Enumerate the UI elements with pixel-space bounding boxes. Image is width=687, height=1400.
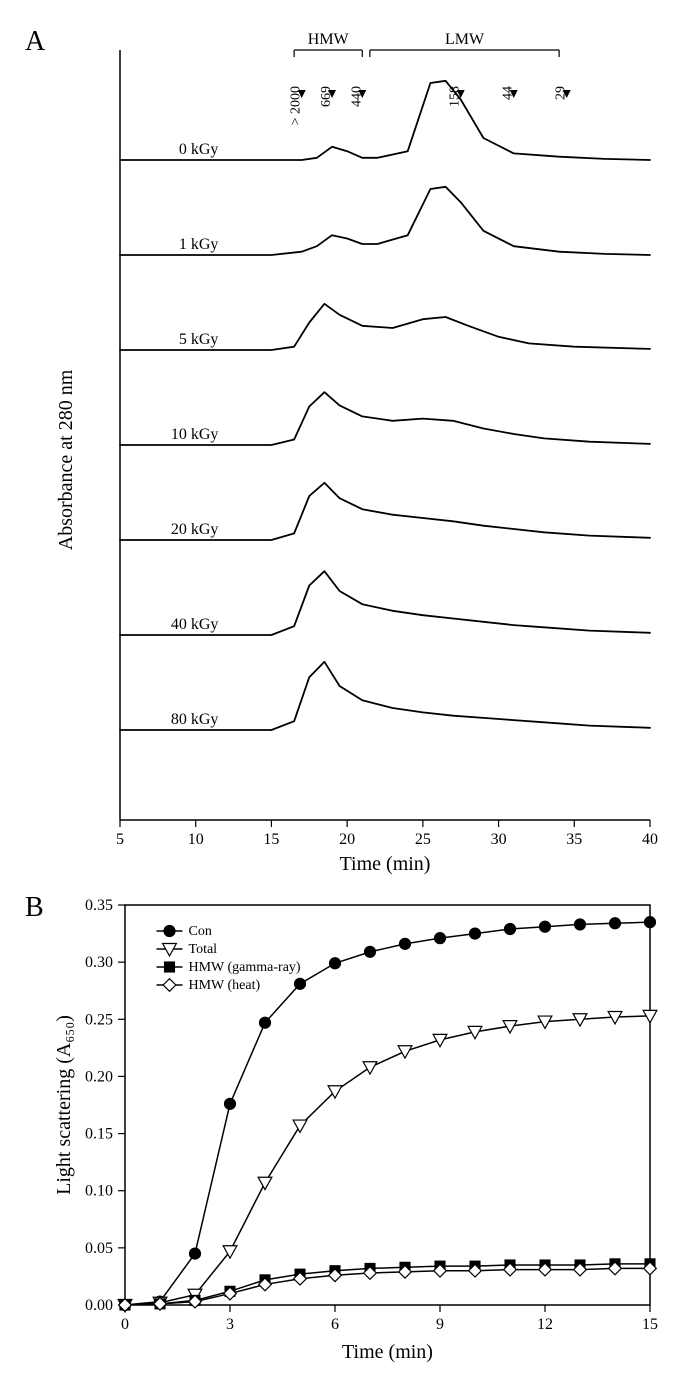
svg-text:9: 9 bbox=[436, 1316, 444, 1333]
svg-text:1 kGy: 1 kGy bbox=[179, 236, 219, 253]
panel-a-label: A bbox=[25, 26, 45, 58]
svg-text:0.35: 0.35 bbox=[85, 897, 113, 914]
svg-text:0: 0 bbox=[121, 1316, 129, 1333]
svg-text:30: 30 bbox=[491, 831, 507, 848]
svg-text:HMW (gamma-ray): HMW (gamma-ray) bbox=[189, 960, 301, 975]
panel-a: A 5 10 15 20 25 30 35 40 Time (min) Absorbance at… bbox=[20, 20, 667, 890]
svg-text:0 kGy: 0 kGy bbox=[179, 141, 219, 158]
svg-text:15: 15 bbox=[263, 831, 279, 848]
svg-text:LMW: LMW bbox=[445, 31, 485, 48]
svg-text:25: 25 bbox=[415, 831, 431, 848]
svg-text:35: 35 bbox=[566, 831, 582, 848]
svg-text:15: 15 bbox=[642, 1316, 658, 1333]
svg-text:HMW: HMW bbox=[308, 31, 350, 48]
svg-text:5: 5 bbox=[116, 831, 124, 848]
svg-text:669: 669 bbox=[319, 86, 334, 107]
svg-text:5 kGy: 5 kGy bbox=[179, 331, 219, 348]
panel-a-chart: 5 10 15 20 25 30 35 40 Time (min) Absorbance at 2… bbox=[50, 20, 670, 880]
svg-text:Total: Total bbox=[189, 942, 218, 957]
svg-text:12: 12 bbox=[537, 1316, 553, 1333]
svg-text:0.15: 0.15 bbox=[85, 1126, 113, 1143]
svg-text:440: 440 bbox=[349, 86, 364, 107]
svg-text:0.10: 0.10 bbox=[85, 1183, 113, 1200]
svg-text:44: 44 bbox=[501, 86, 516, 100]
panel-b-chart: 0 3 6 9 12 15 Time (min) 0.00 0.05 0.10 0.15 0.20 0.… bbox=[50, 890, 670, 1370]
svg-text:6: 6 bbox=[331, 1316, 339, 1333]
svg-text:10: 10 bbox=[188, 831, 204, 848]
svg-text:0.25: 0.25 bbox=[85, 1011, 113, 1028]
svg-text:0.20: 0.20 bbox=[85, 1068, 113, 1085]
svg-text:0.00: 0.00 bbox=[85, 1297, 113, 1314]
svg-text:Time (min): Time (min) bbox=[340, 853, 431, 875]
svg-text:20 kGy: 20 kGy bbox=[171, 521, 219, 538]
svg-text:Light scattering (A₆₅₀): Light scattering (A₆₅₀) bbox=[53, 1015, 75, 1195]
figure-container: A 510152025303540Time (min)Absorbance at… bbox=[20, 20, 667, 1380]
svg-text:29: 29 bbox=[554, 86, 569, 100]
svg-text:40 kGy: 40 kGy bbox=[171, 616, 219, 633]
svg-text:Time (min): Time (min) bbox=[342, 1341, 433, 1363]
panel-b-label: B bbox=[25, 892, 44, 924]
svg-text:0.30: 0.30 bbox=[85, 954, 113, 971]
svg-text:> 2000: > 2000 bbox=[289, 86, 304, 125]
panel-b: B 0 3 6 9 12 15 Time (min) 0.00 0.05 0.10 0.15 0.20… bbox=[20, 890, 667, 1380]
svg-text:Con: Con bbox=[189, 924, 212, 939]
svg-text:20: 20 bbox=[339, 831, 355, 848]
svg-text:Absorbance at 280 nm: Absorbance at 280 nm bbox=[55, 369, 77, 550]
svg-text:158: 158 bbox=[448, 86, 463, 107]
svg-text:0.05: 0.05 bbox=[85, 1240, 113, 1257]
svg-text:40: 40 bbox=[642, 831, 658, 848]
svg-text:3: 3 bbox=[226, 1316, 234, 1333]
svg-text:80 kGy: 80 kGy bbox=[171, 711, 219, 728]
svg-text:HMW (heat): HMW (heat) bbox=[189, 978, 261, 993]
svg-text:10 kGy: 10 kGy bbox=[171, 426, 219, 443]
